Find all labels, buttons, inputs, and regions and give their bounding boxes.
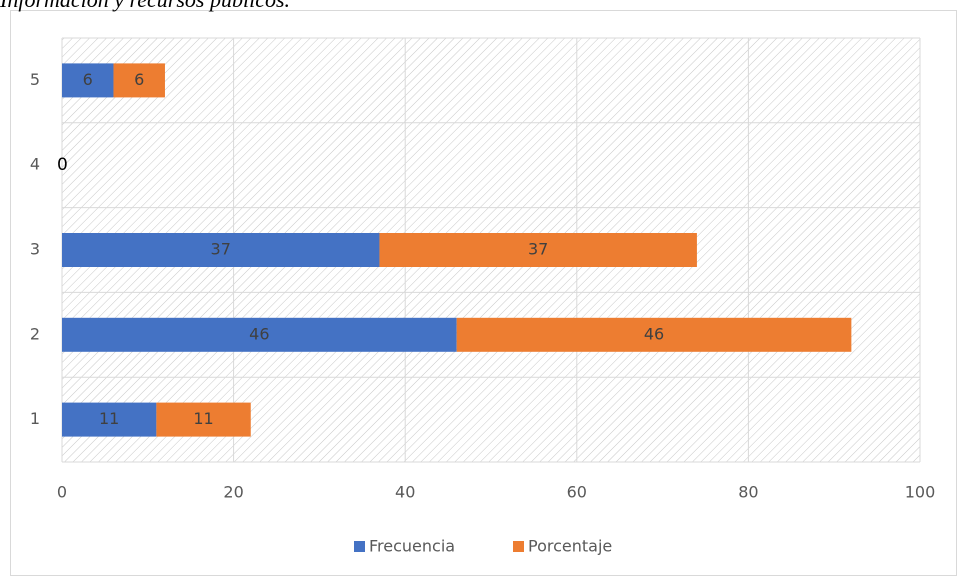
bar: [456, 317, 852, 352]
bar: [113, 63, 165, 98]
bar: [156, 402, 251, 437]
legend-label: Frecuencia: [369, 537, 455, 556]
bar: [379, 233, 697, 267]
bar: [62, 402, 157, 437]
y-tick-label: 5: [30, 70, 40, 89]
y-tick-label: 2: [30, 324, 40, 343]
data-label: 0: [57, 155, 68, 175]
x-tick-label: 80: [738, 483, 758, 502]
x-tick-label: 20: [223, 483, 243, 502]
data-label: 37: [528, 240, 548, 259]
data-label: 6: [134, 70, 144, 89]
legend-label: Porcentaje: [528, 537, 612, 556]
data-label: 46: [644, 324, 664, 343]
y-tick-label: 1: [30, 409, 40, 428]
x-tick-label: 100: [905, 483, 936, 502]
y-tick-label: 3: [30, 240, 40, 259]
data-label: 6: [83, 70, 93, 89]
data-label: 11: [99, 409, 119, 428]
y-tick-label: 4: [30, 155, 40, 174]
bar: [62, 317, 457, 352]
bar: [62, 63, 114, 98]
data-label: 46: [249, 324, 269, 343]
data-label: 37: [211, 240, 231, 259]
x-tick-label: 60: [567, 483, 587, 502]
legend-marker: [354, 541, 365, 552]
bar: [62, 233, 380, 267]
legend-marker: [513, 541, 524, 552]
x-tick-label: 0: [57, 483, 67, 502]
chart-title: Información y recursos públicos.: [0, 0, 290, 12]
data-label: 11: [193, 409, 213, 428]
x-tick-label: 40: [395, 483, 415, 502]
